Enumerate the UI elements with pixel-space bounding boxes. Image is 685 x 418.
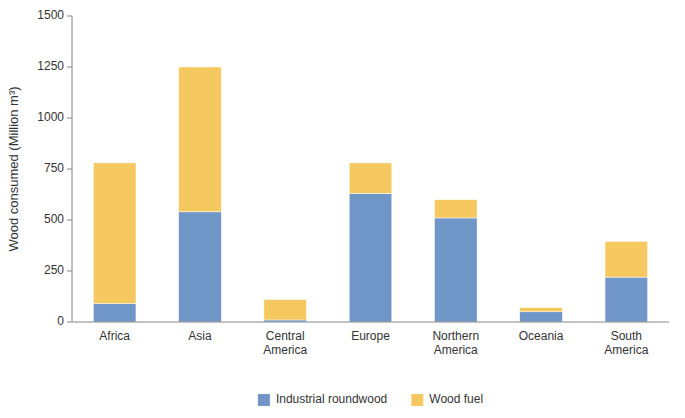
x-tick-label: Africa (99, 329, 130, 343)
bar-segment (349, 163, 392, 194)
legend-swatch (411, 394, 423, 406)
bar-segment (93, 304, 136, 322)
x-tick-label: Europe (351, 329, 390, 343)
x-axis-line (72, 322, 669, 323)
y-tick-label: 500 (44, 212, 64, 226)
y-tick (67, 16, 72, 17)
y-tick (67, 118, 72, 119)
x-tick-label: Oceania (519, 329, 564, 343)
x-tick-label: CentralAmerica (263, 329, 307, 357)
legend: Industrial roundwood Wood fuel (258, 392, 483, 406)
y-tick-label: 1250 (37, 59, 64, 73)
y-tick-label: 0 (57, 314, 64, 328)
chart-svg: 0 250 500 750 1000 1250 1500 Wood consumed (Mil… (0, 0, 685, 418)
y-axis-label: Wood consumed (Million m³) (6, 86, 21, 251)
bar-segment (179, 212, 222, 322)
x-tick-label: Asia (188, 329, 212, 343)
x-tick-label: NorthernAmerica (432, 329, 479, 357)
bar-segment (264, 300, 307, 320)
bar-segment (434, 200, 477, 218)
y-tick-label: 750 (44, 161, 64, 175)
y-tick (67, 271, 72, 272)
y-tick (67, 322, 72, 323)
y-tick (67, 67, 72, 68)
y-tick (67, 169, 72, 170)
bar-segment (605, 241, 648, 277)
bars (93, 67, 647, 322)
x-axis: Africa Asia CentralAmerica Europe NorthernAm… (99, 329, 648, 357)
bar-segment (349, 193, 392, 322)
legend-swatch (258, 394, 270, 406)
bar-segment (179, 67, 222, 212)
bar-segment (93, 163, 136, 304)
bar-segment (520, 308, 563, 312)
chart-container: 0 250 500 750 1000 1250 1500 Wood consumed (Mil… (0, 0, 685, 418)
legend-label: Industrial roundwood (276, 392, 387, 406)
y-tick-label: 1500 (37, 8, 64, 22)
y-axis-line (72, 16, 73, 322)
y-axis: 0 250 500 750 1000 1250 1500 (37, 8, 72, 328)
x-tick-label: SouthAmerica (604, 329, 648, 357)
bar-segment (434, 218, 477, 322)
y-tick (67, 220, 72, 221)
bar-segment (605, 277, 648, 322)
y-tick-label: 1000 (37, 110, 64, 124)
y-tick-label: 250 (44, 263, 64, 277)
bar-segment (520, 312, 563, 322)
legend-label: Wood fuel (429, 392, 483, 406)
